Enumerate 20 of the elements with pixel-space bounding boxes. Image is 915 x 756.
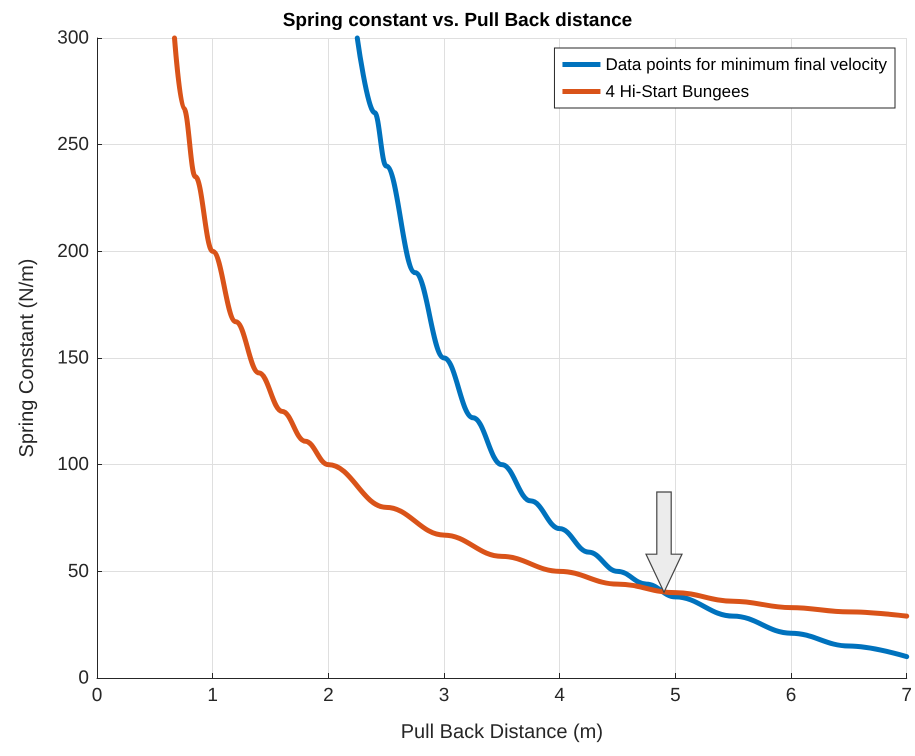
y-tick-label: 300 bbox=[57, 28, 89, 48]
y-tick-label: 0 bbox=[78, 668, 89, 688]
chart-title: Spring constant vs. Pull Back distance bbox=[282, 10, 632, 31]
x-tick-label: 1 bbox=[207, 685, 218, 706]
y-tick-label: 100 bbox=[57, 454, 89, 476]
x-tick-label: 5 bbox=[670, 685, 681, 706]
x-tick-label: 4 bbox=[554, 685, 566, 706]
y-tick-label: 200 bbox=[57, 240, 89, 262]
y-tick-label: 150 bbox=[57, 348, 89, 368]
y-tick-label: 50 bbox=[68, 560, 89, 582]
legend-label: 4 Hi-Start Bungees bbox=[605, 82, 750, 101]
legend-label: Data points for minimum final velocity bbox=[605, 55, 888, 74]
x-axis-title: Pull Back Distance (m) bbox=[400, 721, 603, 743]
x-tick-label: 6 bbox=[786, 685, 796, 706]
x-tick-label: 3 bbox=[438, 685, 450, 706]
x-tick-label: 7 bbox=[901, 685, 912, 706]
x-tick-label: 0 bbox=[92, 685, 102, 706]
y-tick-label: 250 bbox=[57, 134, 89, 156]
x-tick-label: 2 bbox=[323, 685, 334, 706]
y-axis-title: Spring Constant (N/m) bbox=[16, 258, 38, 458]
